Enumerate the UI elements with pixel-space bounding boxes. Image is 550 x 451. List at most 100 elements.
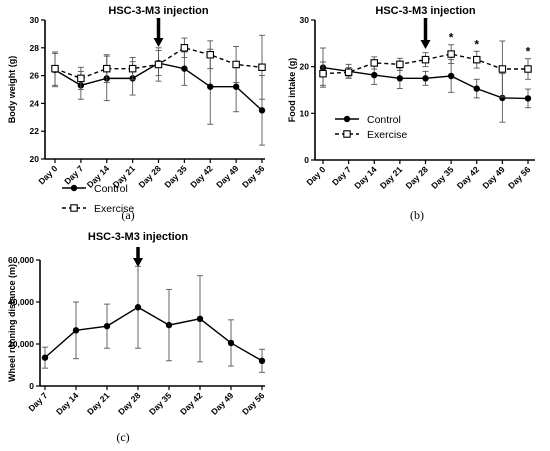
y-tick-label: 0 — [29, 381, 34, 391]
significance-star: * — [449, 31, 454, 45]
y-tick-label: 20 — [30, 154, 40, 164]
y-tick-label: 30 — [300, 15, 310, 25]
legend-label: Exercise — [367, 129, 407, 141]
x-tick-label: Day 14 — [54, 390, 81, 417]
x-tick-label: Day 42 — [455, 164, 482, 191]
series-line — [44, 306, 263, 362]
injection-arrow-head — [420, 40, 431, 49]
y-tick-label: 10 — [300, 108, 310, 118]
data-point-square — [370, 59, 378, 67]
data-point-circle — [473, 85, 480, 92]
legend-label: Control — [94, 183, 128, 195]
data-point-square — [154, 60, 163, 69]
data-point-square — [128, 64, 137, 73]
data-point-circle — [227, 339, 235, 347]
y-tick-label: 30 — [30, 15, 40, 25]
data-point-circle — [181, 65, 188, 72]
panel-label: (a) — [121, 208, 134, 222]
data-point-circle — [103, 322, 111, 330]
y-tick-label: 60,000 — [8, 255, 34, 265]
data-point-circle — [422, 75, 429, 82]
legend-marker — [70, 204, 78, 212]
y-tick-label: 28 — [30, 43, 40, 53]
x-tick-label: Day 21 — [85, 390, 112, 417]
data-point-square — [51, 64, 59, 73]
legend-label: Control — [367, 114, 401, 126]
significance-star: * — [474, 37, 479, 51]
legend-marker — [343, 130, 351, 138]
x-tick-label: Day 28 — [136, 163, 163, 190]
data-point-square — [344, 68, 353, 77]
y-tick-label: 20,000 — [8, 339, 34, 349]
x-tick-label: Day 35 — [429, 164, 456, 191]
injection-arrow-head — [153, 38, 164, 47]
y-tick-label: 20 — [300, 62, 310, 72]
x-tick-label: Day 28 — [116, 390, 143, 417]
data-point-square — [472, 55, 481, 64]
y-tick-label: 0 — [304, 155, 309, 165]
x-tick-label: Day 49 — [214, 163, 241, 190]
x-tick-label: Day 21 — [378, 164, 405, 191]
significance-star: * — [423, 39, 428, 53]
y-axis-label: Food intake (g) — [287, 58, 297, 123]
x-tick-label: Day 35 — [162, 163, 189, 190]
legend-marker — [70, 184, 78, 192]
panel-label: (b) — [410, 208, 424, 222]
data-point-circle — [258, 107, 266, 114]
data-point-circle — [196, 315, 204, 322]
y-axis-label: Body weight (g) — [7, 56, 17, 124]
injection-arrow-head — [133, 258, 143, 267]
data-point-square — [206, 50, 215, 59]
injection-label: HSC-3-M3 injection — [88, 231, 189, 243]
data-point-circle — [207, 83, 214, 90]
y-axis-label: Wheel running distance (m) — [7, 264, 17, 382]
data-point-square — [447, 50, 455, 58]
y-tick-label: 24 — [30, 98, 40, 108]
significance-star: * — [526, 45, 531, 59]
data-point-circle — [396, 75, 404, 82]
data-point-circle — [72, 327, 80, 334]
x-tick-label: Day 0 — [304, 164, 327, 187]
x-tick-label: Day 28 — [403, 164, 430, 191]
injection-label: HSC-3-M3 injection — [375, 5, 476, 17]
food-intake-chart: 0 10 20 30 Day 0 Day 7 Day 14 Day 21 Day 28 Day 3… — [287, 5, 535, 222]
exercise-line — [322, 53, 528, 75]
x-tick-label: Day 42 — [188, 163, 215, 190]
x-tick-label: Day 35 — [147, 390, 174, 417]
data-point-circle — [524, 95, 532, 102]
data-point-square — [180, 44, 189, 52]
panel-label: (c) — [116, 430, 129, 444]
x-tick-label: Day 49 — [480, 164, 507, 191]
x-tick-label: Day 56 — [240, 390, 267, 417]
x-tick-label: Day 0 — [36, 163, 59, 186]
data-point-square — [232, 60, 240, 69]
data-point-circle — [258, 357, 266, 364]
data-point-circle — [232, 83, 240, 90]
data-point-square — [524, 65, 532, 73]
y-tick-label: 22 — [30, 126, 40, 136]
x-tick-label: Day 42 — [178, 390, 205, 417]
data-point-square — [421, 55, 430, 64]
data-point-square — [396, 60, 404, 69]
x-tick-label: Day 7 — [26, 390, 49, 413]
data-point-square — [103, 64, 111, 73]
data-point-square — [258, 63, 266, 72]
data-point-circle — [371, 71, 378, 79]
data-point-square — [77, 74, 85, 83]
y-tick-label: 26 — [30, 71, 40, 81]
x-tick-label: Day 7 — [330, 164, 353, 187]
data-point-circle — [41, 354, 49, 361]
data-point-circle — [165, 321, 173, 329]
data-point-square — [498, 65, 507, 73]
legend-marker — [343, 115, 351, 123]
injection-label: HSC-3-M3 injection — [108, 5, 209, 17]
x-tick-label: Day 7 — [62, 163, 85, 186]
x-tick-label: Day 14 — [352, 164, 379, 191]
data-point-circle — [499, 94, 506, 102]
x-tick-label: Day 56 — [240, 163, 267, 190]
data-point-circle — [447, 72, 455, 80]
x-tick-label: Day 49 — [209, 390, 236, 417]
